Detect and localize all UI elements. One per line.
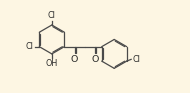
Text: O: O — [91, 55, 99, 64]
Text: OH: OH — [46, 59, 58, 68]
Text: O: O — [71, 55, 78, 64]
Text: Cl: Cl — [132, 55, 140, 64]
Text: Cl: Cl — [26, 42, 34, 51]
Text: Cl: Cl — [48, 11, 56, 20]
